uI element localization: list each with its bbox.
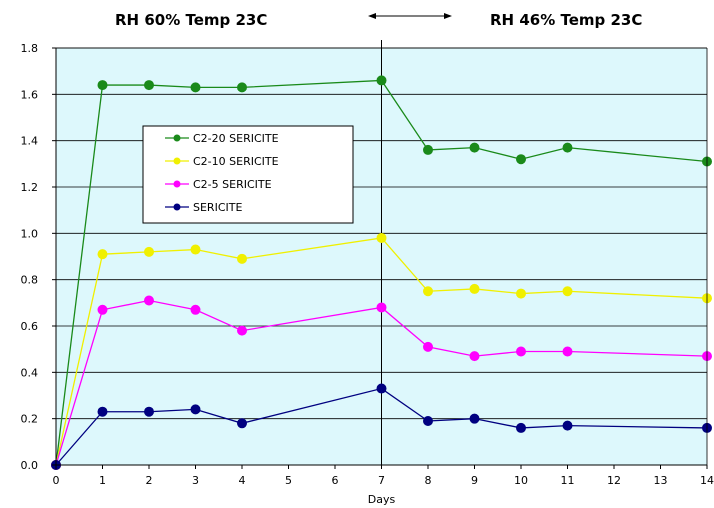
data-point [423, 341, 433, 352]
x-tick-label: 1 [99, 474, 106, 487]
data-point [237, 418, 247, 429]
data-point [516, 346, 526, 357]
tick-labels: 0.00.20.40.60.81.01.21.41.61.80 1 2 3 4 5 6 7 8 9… [21, 42, 714, 487]
y-tick-label: 0.4 [21, 366, 39, 379]
data-point [469, 351, 480, 362]
x-tick-label: 14 [700, 474, 714, 487]
legend-marker [173, 180, 181, 188]
data-point [423, 415, 433, 426]
y-tick-label: 0.2 [21, 413, 39, 426]
data-point [190, 304, 201, 315]
data-point [237, 82, 247, 93]
header-arrow [368, 13, 452, 19]
x-tick-label: 8 [425, 474, 432, 487]
data-point [562, 420, 573, 431]
data-point [423, 144, 433, 155]
x-tick-label: 5 [285, 474, 292, 487]
legend-label: C2-5 SERICITE [193, 178, 272, 191]
data-point [562, 346, 573, 357]
data-point [469, 283, 480, 294]
data-point [144, 295, 154, 306]
y-tick-label: 0.6 [21, 320, 39, 333]
y-tick-label: 1.0 [21, 227, 39, 240]
x-tick-label: 3 [192, 474, 199, 487]
legend-label: C2-20 SERICITE [193, 132, 279, 145]
data-point [97, 80, 108, 91]
data-point [97, 304, 108, 315]
x-tick-label: 6 [332, 474, 339, 487]
data-point [144, 246, 154, 257]
legend-marker [173, 157, 181, 165]
x-tick-label: 11 [561, 474, 575, 487]
y-tick-label: 1.4 [21, 135, 39, 148]
legend-marker [173, 203, 181, 211]
x-tick-label: 9 [471, 474, 478, 487]
series-c2-20-sericite [51, 75, 712, 470]
data-point [562, 286, 573, 297]
y-tick-label: 1.8 [21, 42, 39, 55]
x-tick-label: 2 [146, 474, 153, 487]
data-point [516, 154, 526, 165]
data-point [97, 406, 108, 417]
header-left: RH 60% Temp 23C [115, 11, 267, 29]
legend-label: C2-10 SERICITE [193, 155, 279, 168]
data-point [376, 383, 387, 394]
data-point [516, 422, 526, 433]
x-tick-label: 0 [53, 474, 60, 487]
legend-marker [173, 134, 181, 142]
y-tick-label: 0.8 [21, 274, 39, 287]
x-tick-label: 10 [514, 474, 528, 487]
legend: C2-20 SERICITE C2-10 SERICITE C2-5 SERICIT… [142, 125, 354, 224]
header-right: RH 46% Temp 23C [490, 11, 642, 29]
y-tick-label: 0.0 [21, 459, 39, 472]
data-point [97, 249, 108, 260]
x-tick-label: 13 [654, 474, 668, 487]
data-point [190, 82, 201, 93]
data-point [144, 80, 154, 91]
data-point [516, 288, 526, 299]
data-point [237, 253, 247, 264]
x-tick-label: 7 [378, 474, 385, 487]
data-point [469, 413, 480, 424]
axes [52, 47, 708, 469]
data-point [562, 142, 573, 153]
data-point [376, 75, 387, 86]
y-tick-label: 1.6 [21, 88, 39, 101]
data-point [469, 142, 480, 153]
y-tick-label: 1.2 [21, 181, 39, 194]
data-point [423, 286, 433, 297]
data-point [237, 325, 247, 336]
data-point [190, 244, 201, 255]
x-tick-label: 4 [239, 474, 246, 487]
legend-label: SERICITE [193, 201, 242, 214]
data-point [190, 404, 201, 415]
x-tick-label: 12 [607, 474, 621, 487]
data-point [376, 232, 387, 243]
data-point [376, 302, 387, 313]
x-axis-label: Days [368, 493, 396, 506]
data-point [144, 406, 154, 417]
